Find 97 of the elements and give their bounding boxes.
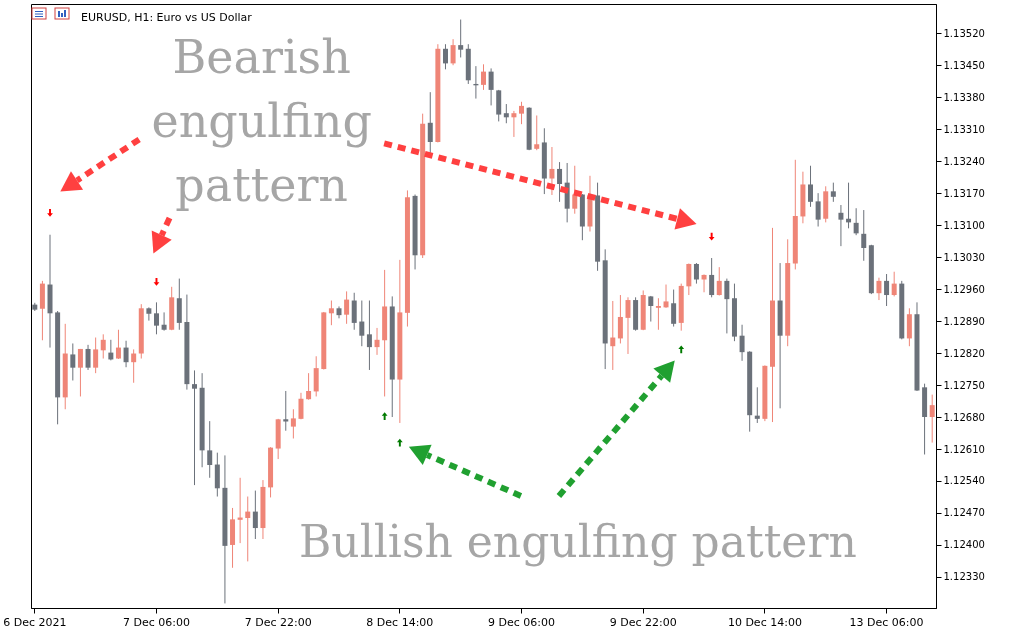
candlestick (306, 372, 312, 401)
y-tick-label: 1.12330 (943, 571, 985, 583)
candlestick (458, 19, 464, 58)
x-tick-label: 9 Dec 06:00 (488, 615, 556, 629)
candlestick (123, 340, 129, 368)
x-tick-label: 7 Dec 06:00 (122, 615, 190, 629)
candlestick (693, 262, 699, 285)
candlestick (671, 289, 677, 328)
candlestick (549, 146, 555, 196)
candlestick (625, 296, 631, 355)
x-tick-label: 8 Dec 14:00 (366, 615, 434, 629)
y-tick-label: 1.12470 (943, 507, 985, 519)
y-tick-label: 1.13310 (943, 123, 985, 135)
x-tick-label: 13 Dec 06:00 (849, 615, 924, 629)
y-tick-label: 1.13520 (943, 27, 985, 39)
y-tick-label: 1.12540 (943, 475, 985, 487)
candlestick (511, 110, 517, 138)
candlestick (100, 333, 106, 360)
candlestick (891, 271, 897, 297)
candlestick (328, 300, 334, 326)
candlestick (838, 204, 844, 247)
candlestick (686, 263, 692, 296)
candlestick (442, 43, 448, 70)
text: EURUSD, H1: Euro vs US Dollar (81, 11, 253, 24)
candlestick (663, 284, 669, 309)
point (678, 345, 685, 354)
candlestick (503, 103, 509, 124)
candlestick (359, 300, 365, 347)
candlestick (207, 420, 213, 479)
candlestick (716, 266, 722, 296)
candlestick (884, 273, 890, 307)
point (381, 412, 388, 420)
candlestick (93, 337, 99, 374)
candlestick (655, 297, 661, 331)
candlestick (313, 355, 319, 397)
candlestick (610, 300, 616, 371)
point (708, 232, 715, 241)
candlestick (374, 327, 380, 356)
y-tick-label: 1.13170 (943, 187, 985, 199)
candlestick (724, 278, 730, 334)
candlestick (161, 311, 167, 332)
candlestick (853, 207, 859, 236)
candlestick (488, 67, 494, 106)
candlestick (245, 496, 251, 562)
candlestick (481, 63, 486, 91)
x-tick-label: 6 Dec 2021 (3, 615, 67, 629)
candlestick (648, 295, 654, 323)
annotation: Bearish engulfing pattern (151, 29, 372, 212)
candlestick (77, 348, 83, 397)
candlestick (153, 301, 159, 335)
candlestick (131, 348, 137, 384)
annotation: Bullish engulfing pattern (299, 515, 857, 567)
candlestick (351, 292, 357, 331)
candlestick (876, 277, 882, 301)
candlestick (815, 192, 821, 227)
y-tick-label: 1.12610 (943, 443, 985, 455)
candlestick (861, 209, 867, 262)
candlestick (450, 38, 456, 66)
candlestick (192, 369, 198, 486)
candlestick (617, 294, 623, 344)
candlestick (830, 182, 836, 203)
candlestick (739, 324, 745, 362)
candlestick (237, 477, 243, 544)
x-tick-label: 9 Dec 22:00 (609, 615, 677, 629)
y-tick-label: 1.12400 (943, 539, 985, 551)
candlestick (214, 452, 220, 498)
y-tick-label: 1.12960 (943, 283, 985, 295)
candlestick (701, 273, 707, 293)
candlestick (709, 257, 715, 298)
candlestick (298, 392, 304, 420)
y-tick-label: 1.12820 (943, 347, 985, 359)
candlestick (366, 300, 372, 371)
candlestick (557, 161, 563, 203)
y-tick-label: 1.13100 (943, 219, 985, 231)
candlestick (534, 114, 540, 151)
y-tick-label: 1.13380 (943, 91, 985, 103)
y-tick-label: 1.12750 (943, 379, 985, 391)
candlestick (290, 408, 296, 439)
candlestick (85, 344, 91, 371)
x-tick-label: 10 Dec 14:00 (727, 615, 802, 629)
candlestick (283, 390, 289, 432)
y-tick-label: 1.13240 (943, 155, 985, 167)
x-tick-label: 7 Dec 22:00 (244, 615, 312, 629)
candlestick (929, 394, 935, 444)
candlestick (146, 306, 152, 322)
candlestick (754, 386, 760, 424)
y-tick-label: 1.13450 (943, 59, 985, 71)
candlestick (70, 342, 76, 381)
y-tick-label: 1.13030 (943, 251, 985, 263)
candlestick (808, 165, 814, 208)
y-tick-label: 1.12890 (943, 315, 985, 327)
candlestick (115, 329, 121, 360)
candlestick (427, 91, 433, 154)
candlestick (252, 490, 258, 540)
candlestick (344, 290, 350, 325)
candlestick (519, 101, 525, 125)
y-tick-label: 1.12680 (943, 411, 985, 423)
